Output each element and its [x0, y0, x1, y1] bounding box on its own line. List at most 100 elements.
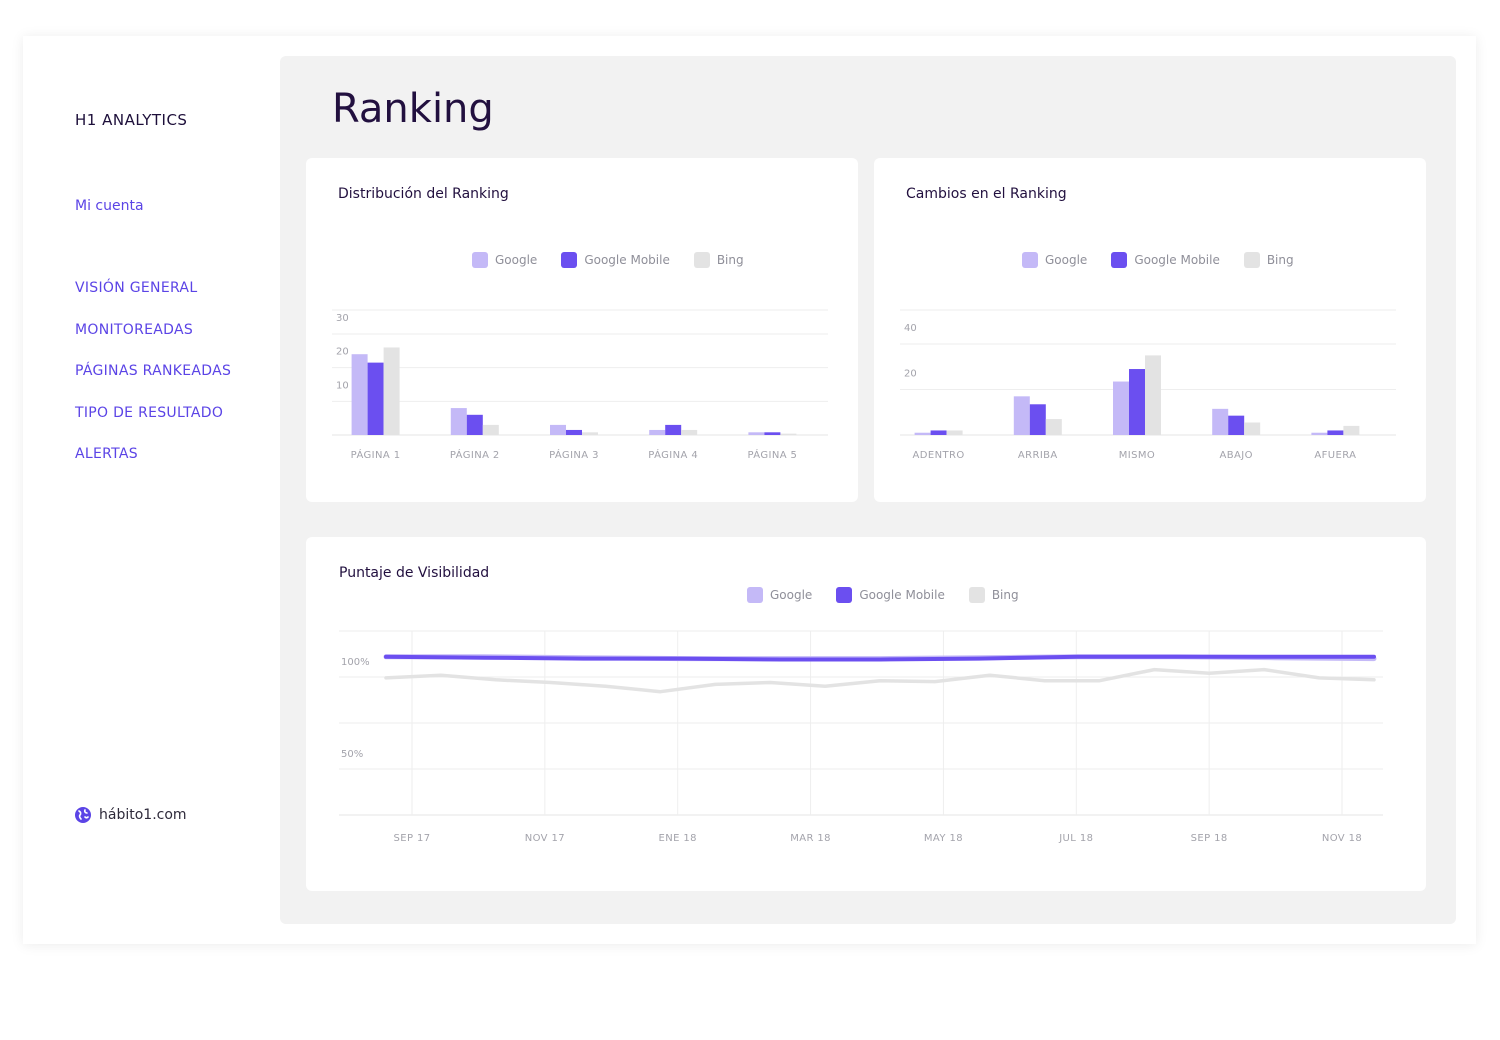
legend-item-bing[interactable]: Bing	[968, 587, 1019, 603]
x-tick-label: ADENTRO	[913, 450, 965, 461]
bar	[450, 408, 467, 435]
legend-swatch	[968, 587, 985, 603]
x-tick-label: SEP 17	[394, 833, 431, 844]
x-tick-label: MAR 18	[790, 833, 831, 844]
legend-item-bing[interactable]: Bing	[693, 252, 744, 268]
legend-item-bing[interactable]: Bing	[1243, 252, 1294, 268]
legend-item-google[interactable]: Google	[472, 252, 537, 268]
series-line-google-mobile	[384, 654, 1376, 662]
bar	[351, 354, 368, 435]
bar	[566, 429, 582, 435]
legend-label: Google	[770, 588, 813, 602]
legend-swatch	[561, 252, 578, 268]
legend-item-google[interactable]: Google	[1022, 252, 1087, 268]
legend-swatch	[1111, 252, 1128, 268]
legend-item-google-mobile[interactable]: Google Mobile	[1111, 252, 1220, 268]
brand-logo[interactable]: H1 ANALYTICS	[75, 111, 188, 129]
y-tick-label: 100%	[341, 657, 370, 668]
bar	[1327, 430, 1344, 435]
x-tick-label: NOV 17	[525, 833, 565, 844]
x-tick-label: NOV 18	[1322, 833, 1362, 844]
bar	[930, 430, 947, 435]
sidebar-item-alertas[interactable]: ALERTAS	[75, 446, 138, 462]
visibility-title: Puntaje de Visibilidad	[339, 565, 490, 581]
legend-item-google-mobile[interactable]: Google Mobile	[836, 587, 945, 603]
bar	[681, 429, 698, 435]
legend-item-google-mobile[interactable]: Google Mobile	[561, 252, 670, 268]
bar	[748, 432, 765, 435]
visibility-card: Puntaje de Visibilidad Google Google Mob…	[306, 537, 1426, 891]
legend-swatch	[1243, 252, 1260, 268]
bar	[914, 432, 931, 435]
legend-label: Google Mobile	[584, 253, 670, 267]
legend-swatch	[472, 252, 488, 268]
distribution-chart: 10 20 30 PÁGINA 1 PÁGINA 2 PÁGINA 3 PÁGINA 4 PÁ…	[332, 309, 828, 461]
legend-label: Google	[495, 253, 538, 267]
globe-icon	[75, 807, 91, 823]
x-tick-label: SEP 18	[1191, 833, 1228, 844]
account-link[interactable]: Mi cuenta	[75, 198, 144, 214]
y-tick-label: 20	[336, 347, 349, 358]
bar	[1343, 425, 1360, 435]
legend-label: Bing	[1266, 253, 1294, 267]
legend-label: Google	[1045, 253, 1088, 267]
site-label: hábito1.com	[99, 807, 187, 823]
sidebar-item-paginas-rankeadas[interactable]: PÁGINAS RANKEADAS	[75, 363, 232, 379]
y-tick-label: 40	[904, 323, 917, 334]
legend-swatch	[693, 252, 710, 268]
x-tick-label: PÁGINA 2	[450, 448, 500, 461]
bar	[1212, 408, 1229, 435]
bar	[665, 424, 682, 435]
bar	[780, 433, 797, 435]
legend-swatch	[1022, 252, 1038, 268]
distribution-title: Distribución del Ranking	[338, 186, 509, 202]
sidebar-item-tipo-de-resultado[interactable]: TIPO DE RESULTADO	[75, 404, 224, 421]
x-tick-label: AFUERA	[1314, 450, 1356, 461]
x-tick-label: PÁGINA 4	[648, 448, 698, 461]
app-frame: H1 ANALYTICS Mi cuenta VISIÓN GENERAL MO…	[23, 36, 1476, 944]
legend-swatch	[836, 587, 853, 603]
sidebar-item-vision-general[interactable]: VISIÓN GENERAL	[75, 280, 198, 296]
distribution-legend: Google Google Mobile Bing	[472, 252, 768, 268]
bar	[1045, 419, 1062, 435]
distribution-card: Distribución del Ranking Google Google M…	[306, 158, 858, 502]
bar	[649, 429, 666, 435]
bar	[383, 347, 400, 435]
sidebar: H1 ANALYTICS Mi cuenta VISIÓN GENERAL MO…	[23, 36, 280, 944]
changes-legend: Google Google Mobile Bing	[1022, 252, 1318, 268]
x-tick-label: JUL 18	[1058, 833, 1093, 844]
bar	[1228, 415, 1245, 435]
main-content: Ranking Distribución del Ranking Google …	[280, 56, 1456, 924]
legend-label: Bing	[991, 588, 1019, 602]
bar	[1311, 432, 1328, 435]
changes-card: Cambios en el Ranking Google Google Mobi…	[874, 158, 1426, 502]
visibility-chart: 100% 50% SEP 17 NOV 17 ENE 18 MAR 18 MAY 18 JUL…	[339, 630, 1383, 844]
sidebar-item-monitoreadas[interactable]: MONITOREADAS	[75, 321, 194, 338]
x-tick-label: PÁGINA 1	[351, 448, 401, 461]
bar	[1244, 422, 1261, 435]
bar	[582, 432, 598, 435]
bar	[1145, 355, 1161, 435]
x-tick-label: PÁGINA 3	[549, 448, 599, 461]
legend-label: Bing	[716, 253, 744, 267]
x-tick-label: PÁGINA 5	[747, 448, 797, 461]
bar	[1129, 369, 1145, 435]
y-tick-label: 30	[336, 313, 349, 324]
changes-title: Cambios en el Ranking	[906, 186, 1067, 202]
visibility-legend: Google Google Mobile Bing	[747, 587, 1043, 603]
y-tick-label: 10	[336, 380, 349, 391]
legend-label: Google Mobile	[1134, 253, 1220, 267]
x-tick-label: MISMO	[1119, 450, 1155, 461]
y-tick-label: 20	[904, 369, 917, 380]
sidebar-nav: VISIÓN GENERAL MONITOREADAS PÁGINAS RANK…	[75, 280, 231, 488]
bar	[367, 362, 384, 435]
y-tick-label: 50%	[341, 749, 363, 760]
x-tick-label: MAY 18	[924, 833, 963, 844]
bar	[946, 430, 963, 435]
legend-label: Google Mobile	[859, 588, 945, 602]
bar	[764, 432, 781, 435]
bar	[466, 414, 483, 435]
site-link[interactable]: hábito1.com	[75, 807, 187, 823]
legend-swatch	[747, 587, 763, 603]
legend-item-google[interactable]: Google	[747, 587, 812, 603]
